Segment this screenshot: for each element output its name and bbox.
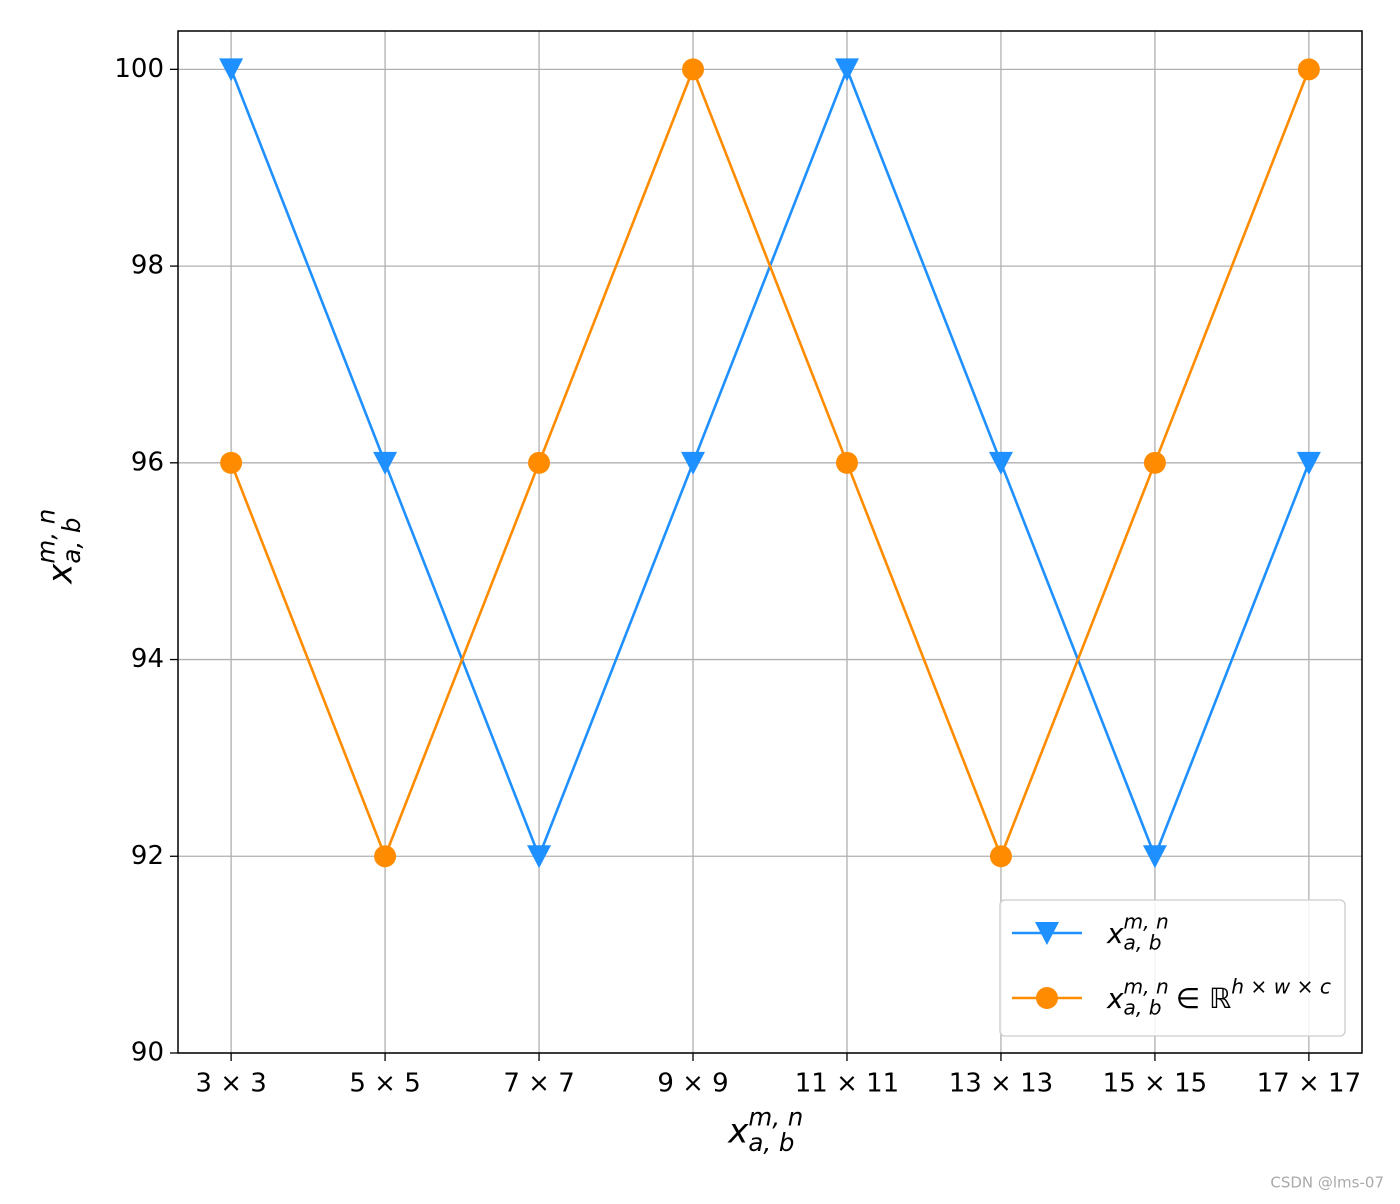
x-tick-label: 7 × 7 <box>503 1069 574 1099</box>
x-tick-label: 9 × 9 <box>657 1069 728 1099</box>
point <box>989 845 1012 868</box>
legend-marker <box>1035 987 1058 1009</box>
x-tick-label: 17 × 17 <box>1257 1069 1361 1099</box>
legend-label-tail: ∈ ℝ <box>1176 982 1231 1015</box>
x-tick-label: 15 × 15 <box>1103 1069 1207 1099</box>
y-tick-label: 96 <box>131 447 164 477</box>
series-line <box>229 65 1311 860</box>
legend-label-base: x <box>1106 982 1124 1015</box>
x-axis-label-base: x <box>727 1112 749 1152</box>
x-tick-label: 5 × 5 <box>349 1069 420 1099</box>
y-axis-label-holder: xm, na, b <box>32 509 86 585</box>
legend-label: x m, na, b <box>1106 910 1169 955</box>
y-tick-label: 90 <box>131 1038 164 1068</box>
x-axis-label-sup: m, n <box>748 1103 803 1132</box>
point <box>1297 58 1320 81</box>
point <box>1143 451 1166 474</box>
x-tick-label: 11 × 11 <box>795 1069 899 1099</box>
y-axis-label-sub: a, b <box>57 518 86 564</box>
legend-label-tail-sup: h × w × c <box>1231 975 1331 999</box>
point <box>219 58 244 82</box>
x-axis-label: x m, na, b <box>727 1103 803 1157</box>
plot-frame <box>177 30 1363 1054</box>
point <box>682 58 705 81</box>
y-axis-label-base: x <box>41 563 81 585</box>
legend-label-sup: m, n <box>1124 975 1169 999</box>
point <box>373 451 398 475</box>
legend-label-base: x <box>1106 917 1124 950</box>
point <box>1142 845 1167 869</box>
y-axis-label-sup: m, n <box>32 509 61 564</box>
point <box>835 451 858 474</box>
point <box>1296 451 1321 475</box>
y-tick-label: 98 <box>131 251 164 281</box>
point <box>681 451 706 475</box>
x-tick-label: 13 × 13 <box>949 1069 1053 1099</box>
point <box>374 845 397 868</box>
legend-marker <box>1034 922 1059 945</box>
point <box>527 845 552 869</box>
watermark: CSDN @lms-07 <box>1270 1174 1384 1192</box>
legend-label-sub: a, b <box>1124 930 1162 954</box>
legend-label-sup: m, n <box>1124 910 1169 934</box>
legend-box <box>999 899 1346 1037</box>
x-tick-label: 3 × 3 <box>195 1069 266 1099</box>
y-axis-label: xm, na, b <box>32 509 86 585</box>
x-axis-label-sub: a, b <box>748 1128 794 1157</box>
point <box>528 451 551 474</box>
y-tick-label: 94 <box>131 644 164 674</box>
point <box>834 58 859 82</box>
y-tick-label: 92 <box>131 841 164 871</box>
point <box>220 451 243 474</box>
point <box>988 451 1013 475</box>
legend-label-sub: a, b <box>1124 995 1162 1019</box>
y-tick-label: 100 <box>114 54 164 84</box>
